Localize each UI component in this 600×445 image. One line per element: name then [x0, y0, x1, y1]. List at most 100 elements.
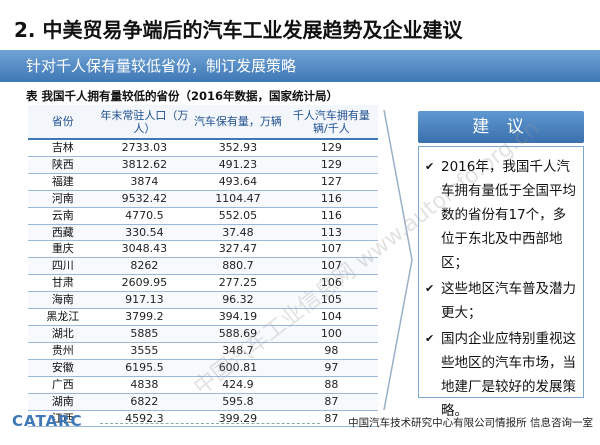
- province-table: 省份 年末常驻人口（万人） 汽车保有量，万辆 千人汽车拥有量辆/千人 吉林 273…: [28, 105, 378, 428]
- table-body: 吉林 2733.03 352.93 129 陕西 3812.62 491.23 129 福建 38…: [28, 139, 378, 428]
- col-header-population: 年末常驻人口（万人）: [97, 105, 192, 140]
- cell-province: 湖南: [28, 393, 98, 411]
- advice-header: 建 议: [418, 111, 584, 143]
- company-logo: CATARC: [12, 412, 83, 430]
- cell-province: 云南: [28, 207, 98, 225]
- cell-population: 6195.5: [97, 359, 192, 377]
- cell-province: 四川: [28, 257, 98, 276]
- cell-province: 吉林: [28, 139, 98, 157]
- cell-vehicles: 399.29: [191, 410, 285, 428]
- subtitle-bar: 针对千人保有量较低省份，制订发展策略: [0, 50, 600, 82]
- cell-per-thousand: 129: [284, 139, 378, 157]
- cell-per-thousand: 107: [284, 240, 378, 259]
- table-row: 广西 4838 424.9 88: [28, 376, 378, 394]
- advice-text: 国内企业应特别重视这些地区的汽车市场，当地建厂是较好的发展策略。: [441, 331, 576, 419]
- cell-per-thousand: 87: [284, 393, 378, 411]
- cell-province: 湖北: [28, 325, 98, 343]
- cell-province: 黑龙江: [28, 308, 98, 326]
- cell-per-thousand: 113: [284, 224, 378, 242]
- col-header-province: 省份: [28, 105, 98, 140]
- table-header-row: 省份 年末常驻人口（万人） 汽车保有量，万辆 千人汽车拥有量辆/千人: [28, 105, 378, 140]
- table-row: 吉林 2733.03 352.93 129: [28, 139, 378, 157]
- cell-population: 4838: [97, 376, 192, 394]
- cell-province: 广西: [28, 376, 98, 394]
- cell-vehicles: 600.81: [191, 359, 285, 377]
- advice-box: ✔ 2016年，我国千人汽车拥有量低于全国平均数的省份有17个，多位于东北及中西…: [418, 146, 584, 419]
- cell-vehicles: 394.19: [191, 308, 285, 326]
- cell-vehicles: 96.32: [191, 291, 285, 310]
- cell-per-thousand: 129: [284, 156, 378, 174]
- cell-per-thousand: 100: [284, 325, 378, 343]
- table-caption: 表 我国千人拥有量较低的省份（2016年数据，国家统计局）: [26, 89, 339, 103]
- cell-province: 贵州: [28, 342, 98, 360]
- cell-per-thousand: 98: [284, 342, 378, 360]
- cell-per-thousand: 116: [284, 190, 378, 208]
- cell-vehicles: 880.7: [191, 257, 285, 276]
- cell-province: 西藏: [28, 224, 98, 242]
- cell-population: 2733.03: [97, 139, 192, 157]
- cell-vehicles: 424.9: [191, 376, 285, 394]
- cell-vehicles: 491.23: [191, 156, 285, 174]
- cell-province: 重庆: [28, 240, 98, 259]
- table-row: 四川 8262 880.7 107: [28, 257, 378, 276]
- table-row: 安徽 6195.5 600.81 97: [28, 359, 378, 377]
- advice-text: 这些地区汽车普及潜力更大；: [441, 281, 576, 321]
- cell-province: 福建: [28, 173, 98, 191]
- cell-vehicles: 277.25: [191, 274, 285, 293]
- cell-population: 3799.2: [97, 308, 192, 326]
- cell-province: 甘肃: [28, 274, 98, 293]
- cell-per-thousand: 127: [284, 173, 378, 191]
- cell-per-thousand: 97: [284, 359, 378, 377]
- cell-population: 6822: [97, 393, 192, 411]
- cell-per-thousand: 106: [284, 274, 378, 293]
- cell-population: 4770.5: [97, 207, 192, 225]
- table-row: 黑龙江 3799.2 394.19 104: [28, 308, 378, 326]
- cell-vehicles: 327.47: [191, 240, 285, 259]
- cell-vehicles: 588.69: [191, 325, 285, 343]
- cell-population: 3555: [97, 342, 192, 360]
- chevron-right-icon: [383, 110, 413, 410]
- cell-vehicles: 352.93: [191, 139, 285, 157]
- cell-per-thousand: 107: [284, 257, 378, 276]
- cell-vehicles: 37.48: [191, 224, 285, 242]
- cell-vehicles: 595.8: [191, 393, 285, 411]
- cell-population: 3812.62: [97, 156, 192, 174]
- cell-province: 河南: [28, 190, 98, 208]
- cell-vehicles: 1104.47: [191, 190, 285, 208]
- table-row: 海南 917.13 96.32 105: [28, 291, 378, 310]
- advice-item: ✔ 国内企业应特别重视这些地区的汽车市场，当地建厂是较好的发展策略。: [425, 327, 577, 423]
- cell-vehicles: 348.7: [191, 342, 285, 360]
- cell-population: 330.54: [97, 224, 192, 242]
- footer-text: 中国汽车技术研究中心有限公司情报所 信息咨询一室: [348, 417, 593, 429]
- table-row: 陕西 3812.62 491.23 129: [28, 156, 378, 174]
- cell-province: 陕西: [28, 156, 98, 174]
- cell-population: 3874: [97, 173, 192, 191]
- cell-province: 海南: [28, 291, 98, 310]
- check-mark-icon: ✔: [425, 282, 435, 295]
- cell-population: 2609.95: [97, 274, 192, 293]
- col-header-vehicles: 汽车保有量，万辆: [191, 105, 285, 140]
- table-row: 河南 9532.42 1104.47 116: [28, 190, 378, 208]
- cell-population: 5885: [97, 325, 192, 343]
- cell-per-thousand: 116: [284, 207, 378, 225]
- table-row: 云南 4770.5 552.05 116: [28, 207, 378, 225]
- table-row: 西藏 330.54 37.48 113: [28, 224, 378, 242]
- cell-vehicles: 493.64: [191, 173, 285, 191]
- cell-per-thousand: 105: [284, 291, 378, 310]
- table-row: 湖南 6822 595.8 87: [28, 393, 378, 411]
- cell-vehicles: 552.05: [191, 207, 285, 225]
- col-header-per-thousand: 千人汽车拥有量辆/千人: [284, 105, 378, 140]
- check-mark-icon: ✔: [425, 160, 435, 173]
- table-row: 贵州 3555 348.7 98: [28, 342, 378, 360]
- advice-text: 2016年，我国千人汽车拥有量低于全国平均数的省份有17个，多位于东北及中西部地…: [441, 159, 576, 271]
- cell-population: 4592.3: [97, 410, 192, 428]
- cell-population: 3048.43: [97, 240, 192, 259]
- cell-province: 江西: [28, 410, 98, 428]
- check-mark-icon: ✔: [425, 332, 435, 345]
- advice-item: ✔ 这些地区汽车普及潜力更大；: [425, 277, 577, 325]
- slide-title: 2. 中美贸易争端后的汽车工业发展趋势及企业建议: [14, 18, 463, 42]
- cell-population: 9532.42: [97, 190, 192, 208]
- advice-item: ✔ 2016年，我国千人汽车拥有量低于全国平均数的省份有17个，多位于东北及中西…: [425, 155, 577, 275]
- table-row: 福建 3874 493.64 127: [28, 173, 378, 191]
- cell-province: 安徽: [28, 359, 98, 377]
